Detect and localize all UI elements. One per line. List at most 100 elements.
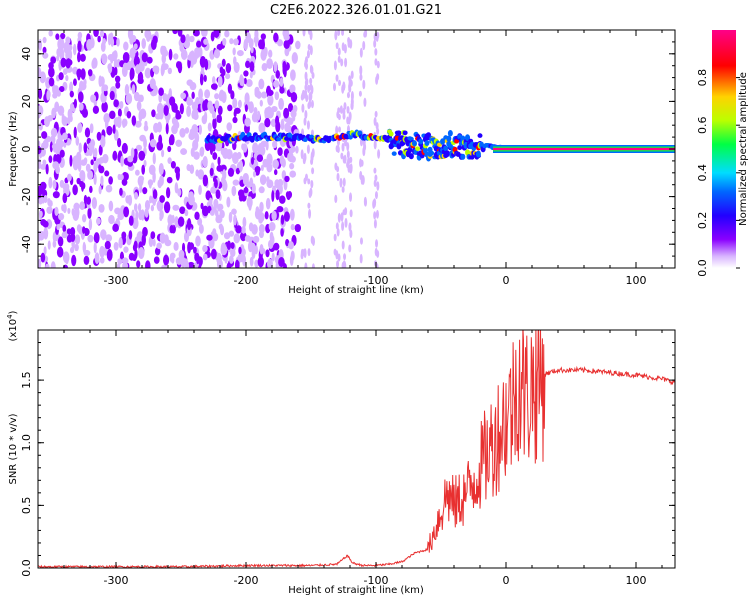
noise-cell	[242, 143, 248, 153]
noise-cell	[202, 253, 208, 261]
sparse-noise-cell	[311, 236, 315, 246]
noise-cell	[42, 139, 49, 150]
sparse-noise-cell	[359, 73, 363, 81]
noise-cell	[143, 124, 149, 132]
noise-cell	[38, 145, 42, 155]
sparse-noise-cell	[344, 57, 348, 68]
noise-cell	[50, 56, 57, 64]
noise-cell	[243, 187, 249, 194]
noise-cell	[193, 246, 197, 254]
noise-cell	[259, 243, 264, 255]
noise-cell	[264, 211, 269, 220]
noise-cell	[272, 140, 278, 149]
noise-cell	[52, 231, 56, 243]
noise-cell	[104, 240, 111, 250]
noise-cell	[40, 219, 47, 226]
noise-cell	[194, 48, 200, 59]
noise-cell	[109, 110, 116, 120]
noise-cell	[221, 91, 227, 104]
noise-cell	[216, 164, 223, 172]
noise-cell	[47, 240, 51, 250]
noise-cell	[222, 38, 227, 46]
strong-tone-core	[493, 147, 675, 151]
sparse-noise-cell	[311, 263, 315, 268]
noise-cell	[96, 131, 102, 141]
noise-cell	[186, 96, 191, 106]
snr-x-axis-label: Height of straight line (km)	[288, 585, 424, 596]
noise-cell	[250, 242, 256, 252]
noise-cell	[144, 200, 151, 211]
noise-cell	[72, 184, 78, 196]
noise-cell	[268, 49, 273, 58]
noise-cell	[244, 235, 251, 242]
noise-cell	[38, 230, 42, 243]
noise-cell	[270, 118, 277, 128]
noise-cell	[133, 191, 139, 200]
sparse-noise-cell	[337, 126, 341, 133]
noise-cell	[185, 33, 190, 45]
noise-cell	[93, 30, 99, 38]
noise-cell	[99, 256, 105, 264]
noise-cell	[116, 116, 122, 128]
noise-cell	[56, 223, 60, 231]
noise-cell	[265, 140, 269, 151]
sparse-noise-cell	[336, 172, 340, 182]
sparse-noise-cell	[309, 91, 313, 101]
noise-cell	[102, 153, 109, 164]
noise-cell	[213, 30, 220, 38]
sparse-noise-cell	[373, 179, 377, 188]
noise-cell	[161, 63, 169, 71]
tone-band-cell	[415, 146, 421, 151]
noise-cell	[179, 206, 186, 215]
noise-cell	[260, 40, 266, 50]
noise-cell	[53, 144, 57, 153]
noise-cell	[252, 142, 259, 154]
noise-cell	[147, 179, 154, 187]
noise-cell	[226, 122, 233, 132]
sparse-noise-cell	[375, 239, 379, 248]
noise-cell	[191, 124, 199, 136]
noise-cell	[199, 146, 205, 157]
sparse-noise-cell	[302, 248, 306, 257]
noise-cell	[266, 153, 273, 166]
noise-cell	[201, 205, 209, 217]
tone-band-cell	[443, 145, 449, 152]
snr-series-line	[38, 330, 675, 568]
noise-cell	[283, 34, 290, 41]
noise-cell	[121, 178, 128, 186]
noise-cell	[159, 195, 165, 203]
sparse-noise-cell	[373, 211, 377, 220]
noise-cell	[250, 46, 254, 54]
noise-cell	[265, 197, 271, 210]
noise-cell	[136, 260, 141, 268]
noise-cell	[156, 141, 164, 151]
sparse-noise-cell	[336, 227, 340, 237]
noise-cell	[69, 154, 73, 167]
noise-cell	[198, 88, 203, 101]
noise-cell	[149, 139, 157, 148]
noise-cell	[244, 104, 248, 112]
noise-cell	[203, 74, 207, 83]
noise-cell	[159, 232, 166, 244]
noise-cell	[135, 169, 140, 176]
noise-cell	[152, 65, 160, 73]
tone-band-cell	[402, 130, 408, 136]
noise-cell	[167, 145, 172, 153]
sparse-noise-cell	[306, 144, 310, 154]
noise-cell	[125, 93, 133, 105]
noise-cell	[179, 43, 184, 53]
tone-band-cell	[408, 153, 414, 160]
sparse-noise-cell	[346, 150, 350, 159]
noise-cell	[212, 152, 218, 160]
noise-cell	[167, 67, 173, 75]
noise-cell	[223, 232, 231, 240]
noise-cell	[87, 207, 92, 219]
noise-cell	[241, 225, 246, 234]
noise-cell	[224, 30, 230, 38]
noise-cell	[177, 188, 182, 197]
noise-cell	[230, 90, 235, 100]
noise-cell	[113, 241, 119, 251]
sparse-noise-cell	[334, 162, 338, 171]
sparse-noise-cell	[341, 240, 345, 250]
